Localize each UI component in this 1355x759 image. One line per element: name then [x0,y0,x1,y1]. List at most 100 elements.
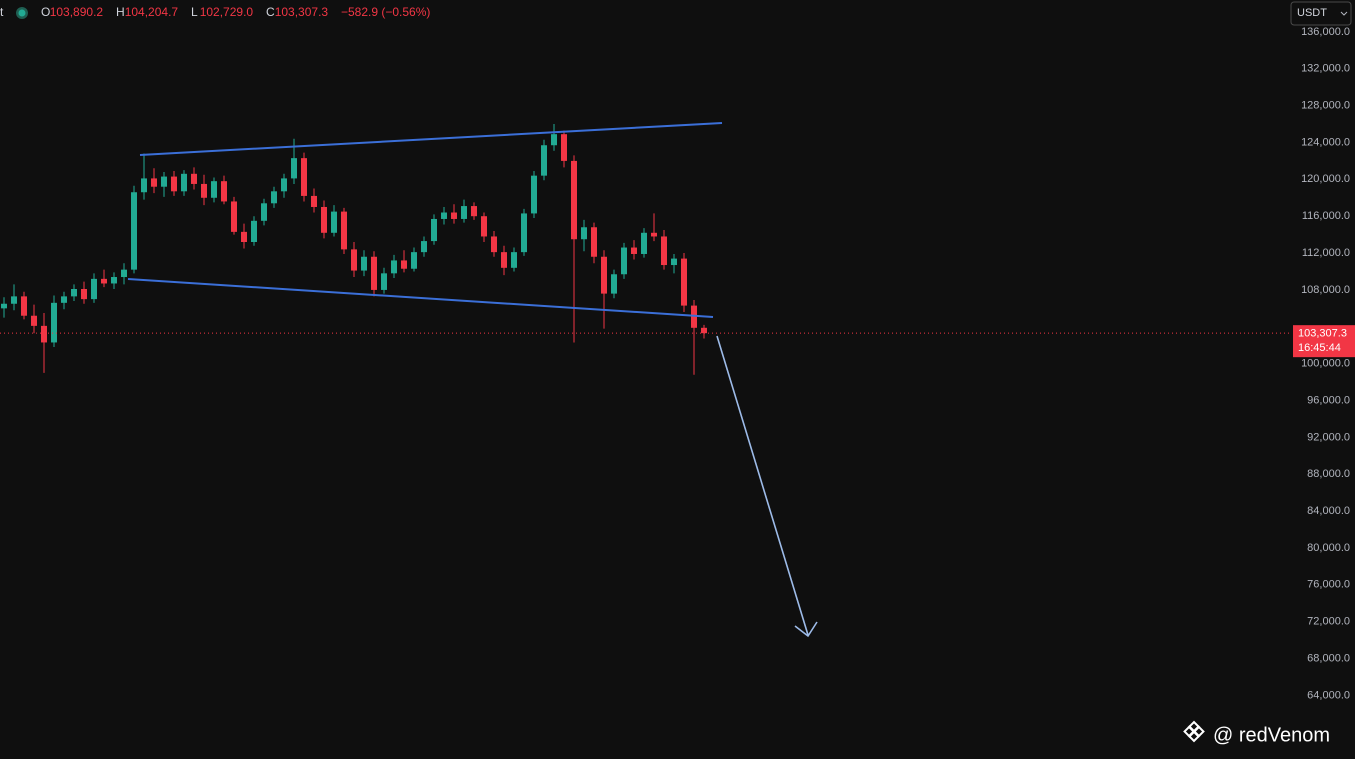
candle-body [381,273,387,290]
candle-body [101,278,107,284]
logo [1183,720,1205,743]
candle-body [441,212,447,219]
candle-body [151,178,157,187]
y-tick-label: 80,000.0 [1307,542,1350,554]
candle-body [351,249,357,271]
candle-body [221,181,227,202]
candle-body [461,206,467,219]
candle-body [391,260,397,274]
candle-body [181,173,187,192]
chevron[interactable] [1340,11,1348,16]
candle-body [71,289,77,297]
candle-body [191,173,197,184]
candle-body [661,236,667,266]
candle-body [571,160,577,240]
candle-body [641,232,647,254]
candle-body [341,211,347,250]
candle-body [281,178,287,192]
ohlc-header: O 103,890.2 H 104,204.7 L 102,729.0 C 103,307.3… [41,5,430,19]
price-label: 103,307.3 [1298,328,1347,340]
ohlc-key: O [41,5,50,19]
y-tick-label: 76,000.0 [1307,579,1350,591]
candle-body [241,231,247,243]
y-tick-label: 68,000.0 [1307,652,1350,664]
y-tick-label: 128,000.0 [1301,100,1350,112]
y-tick-label: 64,000.0 [1307,689,1350,701]
y-tick-label: 136,000.0 [1301,26,1350,38]
symbol: t [0,5,4,19]
candle-body [261,203,267,221]
y-tick-label: 132,000.0 [1301,63,1350,75]
arrow-shaft [716,335,809,636]
candle-body [501,252,507,268]
currency-select[interactable] [1290,1,1352,26]
candle-body [561,134,567,161]
arrow-head [794,621,818,638]
candle-body [41,325,47,343]
y-tick-label: 108,000.0 [1301,284,1350,296]
candle-body [171,176,177,192]
ohlc-value: 103,307.3 [275,5,329,19]
candle-body [581,227,587,240]
candle-body [111,277,117,284]
y-tick-label: 100,000.0 [1301,358,1350,370]
candle-body [251,220,257,243]
change: −582.9 (−0.56%) [341,5,430,19]
countdown: 16:45:44 [1298,342,1341,354]
candle-body [321,206,327,233]
ohlc-key: L [191,5,198,19]
candle-body [401,260,407,269]
candle-body [291,158,297,179]
candle-body [601,256,607,294]
candle-body [631,247,637,254]
candle-body [91,278,97,300]
candle-body [161,176,167,187]
candle-body [201,183,207,198]
ohlc-value: 102,729.0 [200,5,254,19]
watermark: @ redVenom [1213,724,1330,746]
candle-body [491,236,497,253]
candle-body [541,145,547,176]
candle-body [551,134,557,146]
candle-body [471,206,477,217]
candle-body [1,303,7,309]
candle-body [481,216,487,237]
currency-label[interactable]: USDT [1297,7,1327,19]
candle-body [451,212,457,219]
candle-body [591,227,597,257]
candle-body [31,315,37,326]
candle-body [411,252,417,269]
y-tick-label: 116,000.0 [1302,210,1350,222]
candle-body [271,191,277,204]
y-tick-label: 88,000.0 [1307,468,1350,480]
candle-body [331,211,337,233]
candle-body [301,158,307,196]
candle-body [81,289,87,300]
plot [0,124,1290,375]
y-tick-label: 112,000.0 [1302,247,1350,259]
ohlc-key: C [266,5,275,19]
candle-body [211,181,217,198]
candle-body [371,256,377,290]
candle-body [611,274,617,294]
candle-body [61,296,67,303]
candle-body [671,258,677,266]
y-tick-label: 92,000.0 [1307,431,1350,443]
candle-body [681,258,687,306]
candle-body [531,175,537,214]
candle-body [361,256,367,271]
candle-body [21,296,27,316]
y-tick-label: 120,000.0 [1301,173,1350,185]
trendline-lower [127,278,714,318]
candle-body [121,269,127,278]
candle-body [521,213,527,253]
candle-body [11,296,17,304]
candle-body [621,247,627,275]
candle-body [231,201,237,232]
ohlc-key: H [116,5,125,19]
y-tick-label: 96,000.0 [1307,394,1350,406]
candle-body [141,178,147,193]
